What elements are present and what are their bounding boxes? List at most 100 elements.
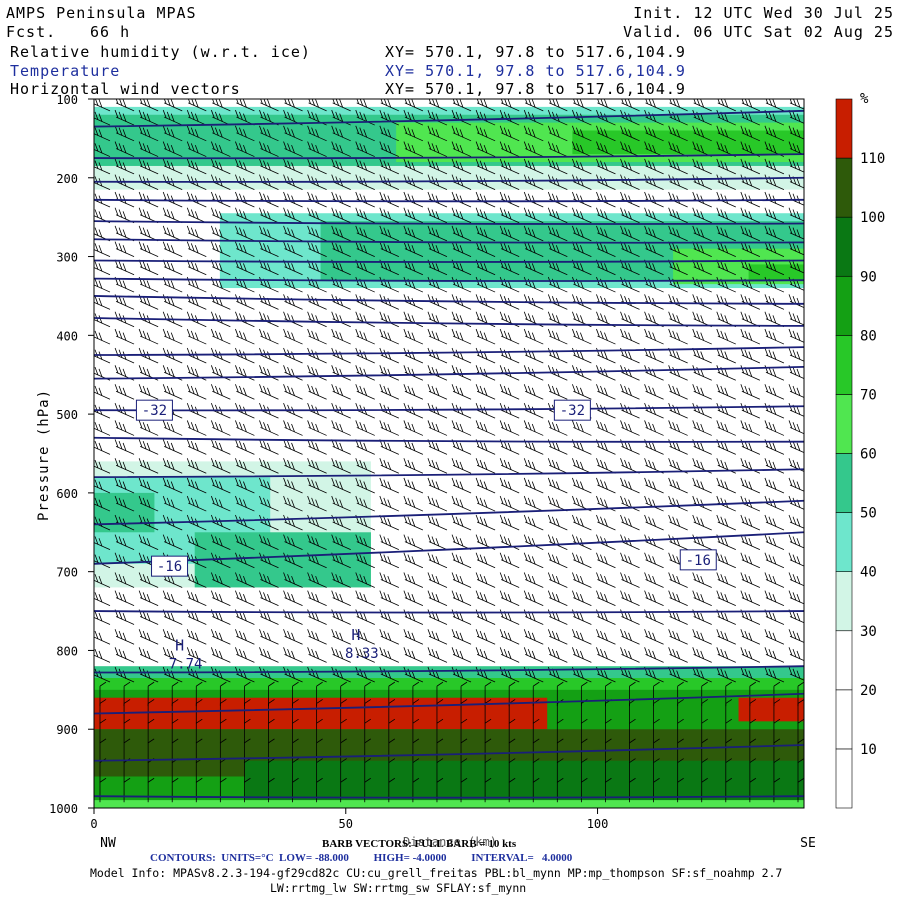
wind-barb	[692, 647, 712, 663]
barb-feather	[355, 125, 360, 134]
barb-feather	[194, 129, 199, 138]
wind-barb	[379, 647, 399, 663]
barb-shaft	[452, 301, 472, 310]
wind-barb	[451, 552, 472, 569]
barb-feather	[451, 207, 456, 216]
wind-barb	[355, 311, 375, 328]
barb-feather	[291, 280, 295, 289]
wind-barb	[644, 225, 664, 242]
barb-feather	[503, 209, 508, 218]
barb-shaft	[452, 116, 472, 126]
barb-feather	[459, 315, 464, 324]
barb-feather	[359, 160, 364, 169]
barb-feather	[431, 127, 436, 136]
barb-feather	[768, 160, 773, 169]
barb-feather	[122, 245, 127, 254]
wind-barb	[427, 207, 448, 224]
barb-shaft	[765, 181, 785, 191]
barb-feather	[139, 99, 143, 105]
wind-barb	[114, 109, 135, 126]
barb-feather	[668, 125, 673, 134]
barb-feather	[479, 209, 484, 218]
wind-barb	[186, 207, 207, 224]
wind-barb	[644, 294, 664, 310]
wind-barb	[331, 294, 351, 310]
wind-barb	[788, 514, 804, 529]
barb-feather	[363, 113, 368, 122]
barb-feather	[596, 191, 600, 201]
barb-shaft	[789, 371, 804, 379]
barb-shaft	[428, 232, 448, 242]
wind-barb	[451, 477, 472, 494]
wind-barb	[162, 384, 183, 400]
barb-shaft	[404, 371, 424, 381]
barb-feather	[214, 330, 219, 340]
barb-feather	[218, 99, 223, 108]
barb-feather	[475, 125, 480, 134]
barb-feather	[451, 365, 456, 374]
wind-barb	[427, 125, 448, 142]
barb-shaft	[139, 335, 159, 345]
wind-barb	[620, 158, 640, 175]
barb-feather	[531, 245, 536, 254]
barb-feather	[239, 209, 243, 218]
barb-feather	[291, 245, 295, 254]
barb-feather	[724, 229, 729, 238]
barb-shaft	[356, 181, 375, 191]
barb-feather	[380, 99, 384, 105]
wind-barb	[620, 384, 640, 400]
barb-feather	[210, 328, 215, 338]
wind-barb	[764, 534, 785, 551]
barb-feather	[503, 330, 508, 340]
wind-barb	[403, 629, 424, 645]
barb-feather	[676, 315, 681, 324]
wind-barb	[620, 241, 640, 257]
barb-feather	[676, 332, 681, 341]
barb-shaft	[236, 283, 255, 293]
barb-feather	[580, 145, 584, 154]
wind-barb	[283, 439, 303, 455]
barb-feather	[331, 241, 336, 250]
barb-shaft	[428, 371, 448, 381]
barb-shaft	[669, 116, 688, 126]
wind-barb	[186, 109, 207, 126]
barb-feather	[576, 127, 580, 136]
barb-shaft	[356, 132, 375, 142]
barb-shaft	[693, 116, 712, 126]
wind-barb	[668, 477, 688, 494]
barb-feather	[792, 296, 797, 305]
barb-shaft	[597, 214, 616, 224]
barb-feather	[576, 160, 580, 169]
barb-shaft	[765, 335, 785, 345]
wind-barb	[716, 241, 736, 257]
barb-shaft	[501, 354, 520, 364]
barb-shaft	[332, 354, 351, 364]
wind-barb	[427, 590, 448, 606]
barb-feather	[788, 328, 793, 338]
barb-feather	[311, 227, 315, 236]
barb-shaft	[94, 117, 111, 126]
barb-shaft	[164, 181, 183, 191]
barb-shaft	[621, 335, 640, 345]
wind-barb	[331, 384, 351, 400]
barb-feather	[716, 207, 721, 216]
wind-barb	[764, 552, 785, 569]
barb-shaft	[476, 283, 496, 293]
barb-feather	[332, 99, 336, 105]
barb-feather	[263, 330, 267, 340]
barb-shaft	[428, 283, 448, 293]
barb-shaft	[501, 318, 520, 328]
wind-barb	[523, 191, 544, 208]
wind-barb	[596, 458, 616, 474]
barb-feather	[700, 229, 705, 238]
barb-shaft	[573, 165, 592, 175]
barb-shaft	[188, 148, 207, 157]
barb-feather	[572, 294, 576, 303]
barb-shaft	[115, 354, 135, 364]
barb-shaft	[260, 354, 279, 364]
barb-feather	[218, 113, 223, 122]
wind-barb	[668, 629, 688, 645]
barb-feather	[620, 207, 624, 216]
wind-barb	[210, 125, 231, 142]
barb-feather	[692, 125, 697, 134]
